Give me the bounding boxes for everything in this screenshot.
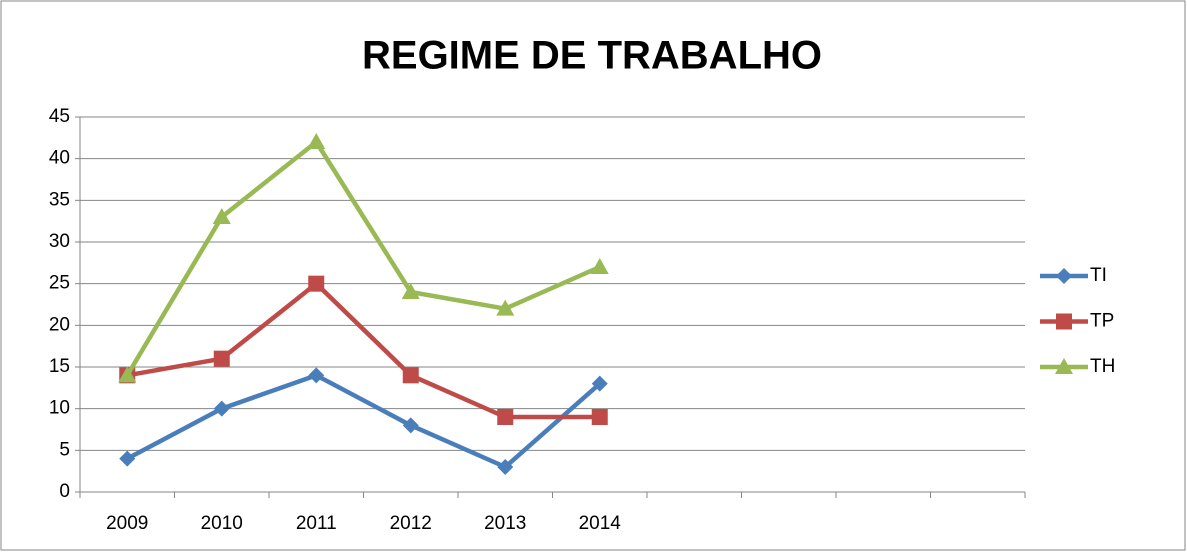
series-line — [126, 373, 602, 470]
marker — [212, 208, 231, 224]
x-tick-label: 2014 — [579, 513, 622, 534]
marker — [401, 283, 420, 299]
marker — [497, 409, 514, 425]
marker — [402, 367, 419, 384]
marker — [119, 450, 136, 467]
marker — [497, 459, 514, 475]
chart-title: REGIME DE TRABALHO — [362, 34, 822, 78]
y-tick-label: 20 — [49, 314, 70, 335]
marker — [496, 299, 515, 316]
marker — [402, 417, 419, 434]
x-tick-label: 2010 — [201, 513, 243, 534]
x-tick-label: 2009 — [106, 513, 148, 534]
y-tick-label: 30 — [49, 231, 70, 252]
x-tick-label: 2013 — [484, 513, 526, 534]
plot — [118, 133, 609, 475]
x-tick-label: 2012 — [390, 513, 432, 534]
marker — [213, 350, 230, 367]
marker — [590, 258, 609, 274]
marker — [1055, 358, 1073, 374]
marker — [591, 375, 608, 392]
marker — [308, 275, 325, 292]
y-tick-label: 25 — [49, 273, 70, 294]
x-tick-label: 2011 — [296, 513, 337, 534]
y-tick-label: 35 — [49, 189, 70, 210]
marker — [1056, 313, 1072, 330]
marker — [307, 133, 326, 149]
legend-label: TI — [1090, 265, 1107, 286]
y-tick-label: 45 — [49, 106, 70, 127]
y-tick-label: 0 — [59, 481, 70, 502]
marker — [213, 400, 230, 417]
marker — [591, 409, 608, 425]
y-tick-label: 40 — [49, 148, 70, 169]
series-line — [126, 281, 600, 420]
grid — [75, 116, 1026, 498]
y-tick-label: 5 — [59, 439, 70, 460]
series-line — [125, 139, 601, 377]
y-tick-label: 10 — [49, 398, 70, 419]
marker — [1056, 268, 1072, 284]
legend-label: TP — [1090, 311, 1114, 332]
legend-label: TH — [1090, 356, 1115, 377]
y-tick-label: 15 — [49, 356, 70, 377]
marker — [308, 367, 325, 384]
marker — [118, 366, 137, 383]
